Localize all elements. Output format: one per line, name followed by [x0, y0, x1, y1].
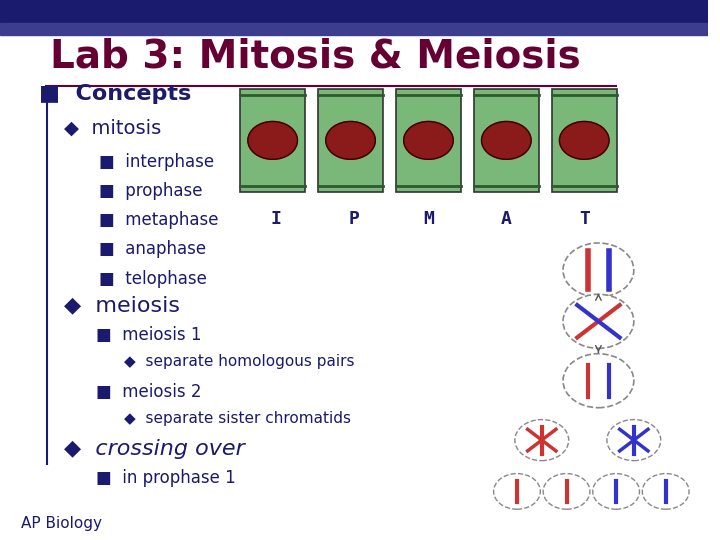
FancyBboxPatch shape: [552, 89, 617, 192]
Text: ■  meiosis 2: ■ meiosis 2: [96, 382, 201, 401]
Circle shape: [325, 122, 375, 159]
Text: ■  Concepts: ■ Concepts: [39, 84, 192, 105]
Text: AP Biology: AP Biology: [22, 516, 102, 531]
Bar: [0, 0, 708, 24]
Text: ◆  meiosis: ◆ meiosis: [64, 295, 180, 315]
Circle shape: [515, 420, 569, 461]
Text: ◆  separate homologous pairs: ◆ separate homologous pairs: [124, 354, 354, 369]
Circle shape: [642, 474, 689, 509]
Circle shape: [404, 122, 454, 159]
Circle shape: [593, 474, 639, 509]
Text: ■  prophase: ■ prophase: [99, 182, 202, 200]
Circle shape: [563, 354, 634, 408]
Text: ■  in prophase 1: ■ in prophase 1: [96, 469, 235, 487]
Text: ■  metaphase: ■ metaphase: [99, 211, 219, 230]
Text: I: I: [271, 210, 282, 228]
FancyBboxPatch shape: [318, 89, 383, 192]
Circle shape: [494, 474, 540, 509]
Text: ◆  mitosis: ◆ mitosis: [64, 119, 161, 138]
Circle shape: [559, 122, 609, 159]
Circle shape: [543, 474, 590, 509]
Text: ■  interphase: ■ interphase: [99, 153, 215, 171]
Text: ■  telophase: ■ telophase: [99, 269, 207, 288]
Text: T: T: [579, 210, 590, 228]
Text: A: A: [501, 210, 512, 228]
Text: ■  meiosis 1: ■ meiosis 1: [96, 326, 201, 344]
Circle shape: [482, 122, 531, 159]
Circle shape: [563, 294, 634, 348]
Text: ■  anaphase: ■ anaphase: [99, 240, 206, 259]
Text: M: M: [423, 210, 434, 228]
Circle shape: [607, 420, 661, 461]
Text: ◆  separate sister chromatids: ◆ separate sister chromatids: [124, 411, 351, 426]
Text: Lab 3: Mitosis & Meiosis: Lab 3: Mitosis & Meiosis: [50, 38, 580, 76]
Circle shape: [248, 122, 297, 159]
Bar: [0, 23, 708, 35]
Text: P: P: [348, 210, 359, 228]
Text: ◆  crossing over: ◆ crossing over: [64, 439, 245, 460]
FancyBboxPatch shape: [240, 89, 305, 192]
FancyBboxPatch shape: [474, 89, 539, 192]
Circle shape: [563, 243, 634, 297]
FancyBboxPatch shape: [396, 89, 461, 192]
